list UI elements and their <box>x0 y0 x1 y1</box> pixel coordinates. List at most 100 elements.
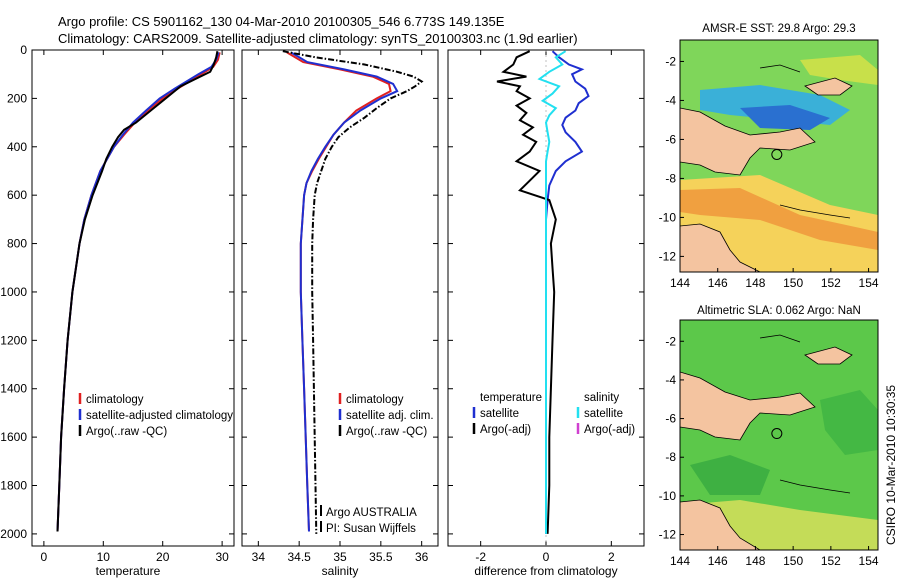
difference-axis-label: difference from climatology <box>474 564 617 578</box>
salinity-xtick-label: 34.5 <box>287 550 311 564</box>
sst-map-ytick-label: -4 <box>665 93 676 107</box>
sla-map-xtick-label: 148 <box>745 554 765 568</box>
salinity-series-line-0 <box>286 51 392 532</box>
sla-map-xtick-label: 152 <box>821 554 841 568</box>
sst-map-xtick-label: 150 <box>783 276 803 290</box>
temperature-xtick-label: 0 <box>41 550 48 564</box>
sla-land-australia <box>680 499 761 550</box>
temperature-axis-label: temperature <box>96 564 161 578</box>
sla-map-ytick-label: -6 <box>665 412 676 426</box>
sst-map <box>680 40 878 272</box>
difference-xtick-label: 0 <box>543 550 550 564</box>
sst-cool-patch-2 <box>740 105 830 130</box>
sla-map-ytick-label: -10 <box>659 489 677 503</box>
salinity-xtick-label: 35 <box>333 550 347 564</box>
sla-map-frame <box>679 319 879 551</box>
sla-map-ticks: 144 146 148 150 152 154 -2 -4 -6 -8 -10 -12 <box>659 334 879 568</box>
difference-series-line-2 <box>537 50 567 534</box>
depth-tick-label: 1600 <box>0 430 27 444</box>
sst-coastline-islands-2 <box>759 64 801 73</box>
depth-tick-label: 600 <box>7 188 27 202</box>
difference-legend-heading: temperature <box>480 392 542 404</box>
difference-legend-label: Argo(-adj) <box>584 424 635 436</box>
sst-land-new-britain <box>804 77 853 96</box>
sla-coastline-islands-2 <box>759 334 801 343</box>
salinity-legend-label: Argo(..raw -QC) <box>346 426 427 438</box>
sla-map-title: Altimetric SLA: 0.062 Argo: NaN <box>697 305 861 317</box>
sst-profile-location-marker <box>771 148 783 160</box>
sla-profile-location-marker <box>771 428 783 440</box>
sla-map <box>680 320 878 550</box>
temperature-xtick-label: 10 <box>97 550 111 564</box>
sla-dark-patch-2 <box>820 390 878 455</box>
depth-tick-label: 1800 <box>0 479 27 493</box>
salinity-series-line-1 <box>290 51 399 532</box>
sst-map-ytick-label: -12 <box>659 249 677 263</box>
depth-tick-label: 1000 <box>0 285 27 299</box>
sla-map-ytick-label: -8 <box>665 450 676 464</box>
depth-tick-label: 800 <box>7 237 27 251</box>
temperature-panel-frame <box>31 49 235 547</box>
salinity-xtick-label: 35.5 <box>369 550 393 564</box>
pi-label: PI: Susan Wijffels <box>326 523 416 535</box>
salinity-series-line-2 <box>282 50 424 534</box>
difference-xtick-label: 2 <box>608 550 615 564</box>
difference-series <box>496 50 590 534</box>
sla-map-ytick-label: -12 <box>659 528 677 542</box>
sst-hot-band <box>680 188 878 250</box>
salinity-xtick-label: 36 <box>415 550 429 564</box>
temperature-series-line-2 <box>56 51 219 532</box>
sst-map-xtick-label: 154 <box>859 276 879 290</box>
temperature-series-line-1 <box>56 52 220 532</box>
temperature-legend-label: satellite-adjusted climatology <box>86 410 233 422</box>
temperature-legend-label: climatology <box>86 394 144 406</box>
sla-map-xtick-label: 144 <box>670 554 690 568</box>
difference-series-line-1 <box>496 50 557 534</box>
temperature-legend: climatology satellite-adjusted climatolog… <box>78 393 233 438</box>
difference-legend-label: satellite <box>584 408 623 420</box>
sla-map-xtick-label: 154 <box>859 554 879 568</box>
sst-map-xtick-label: 144 <box>670 276 690 290</box>
sla-coastline-islands <box>779 479 851 494</box>
temperature-series-line-0 <box>56 52 221 532</box>
sst-map-title: AMSR-E SST: 29.8 Argo: 29.3 <box>702 23 855 35</box>
depth-tick-label: 0 <box>20 43 27 57</box>
sst-map-frame <box>679 39 879 273</box>
salinity-axes: 34 34.5 35 35.5 36 <box>252 50 429 564</box>
depth-tick-label: 1200 <box>0 333 27 347</box>
salinity-panel-frame <box>241 49 439 547</box>
depth-tick-label: 2000 <box>0 527 27 541</box>
sst-land-australia <box>680 223 761 272</box>
difference-legend: temperature satellite Argo(-adj) salinity sa… <box>472 392 635 436</box>
temperature-series <box>56 51 221 532</box>
depth-axis: 0 200 400 600 800 1000 1200 1400 1600 1800 2000 <box>0 43 644 541</box>
depth-tick-label: 200 <box>7 91 27 105</box>
sst-coastline-islands <box>779 204 851 219</box>
difference-axes: -2 0 2 <box>475 50 615 564</box>
salinity-legend-label: satellite adj. clim. <box>346 410 434 422</box>
sst-map-xtick-label: 152 <box>821 276 841 290</box>
sla-land-new-guinea <box>680 371 816 441</box>
difference-legend-label: Argo(-adj) <box>480 424 531 436</box>
figure-title-line1: Argo profile: CS 5901162_130 04-Mar-2010… <box>58 14 505 29</box>
difference-series-line-0 <box>545 50 590 534</box>
temperature-xtick-label: 20 <box>156 550 170 564</box>
difference-xtick-label: -2 <box>475 550 486 564</box>
sst-warm-patch-north <box>800 55 878 85</box>
sst-map-ticks: 144 146 148 150 152 154 -2 -4 -6 -8 -10 -12 <box>659 54 879 290</box>
difference-legend-heading: salinity <box>584 392 619 404</box>
sst-map-ytick-label: -10 <box>659 210 677 224</box>
sla-map-ytick-label: -4 <box>665 373 676 387</box>
sla-land-new-britain <box>804 346 853 365</box>
argo-agency-label: Argo AUSTRALIA <box>326 507 417 519</box>
sst-map-ytick-label: -2 <box>665 54 676 68</box>
depth-tick-label: 1400 <box>0 382 27 396</box>
salinity-series <box>282 50 424 534</box>
salinity-legend: climatology satellite adj. clim. Argo(..ra… <box>338 393 434 438</box>
sst-land-new-guinea <box>680 107 816 176</box>
temperature-axes: 0 10 20 30 <box>41 50 229 564</box>
depth-tick-label: 400 <box>7 140 27 154</box>
sst-map-xtick-label: 148 <box>745 276 765 290</box>
sla-dark-patch <box>690 455 770 495</box>
salinity-legend-label: climatology <box>346 394 404 406</box>
